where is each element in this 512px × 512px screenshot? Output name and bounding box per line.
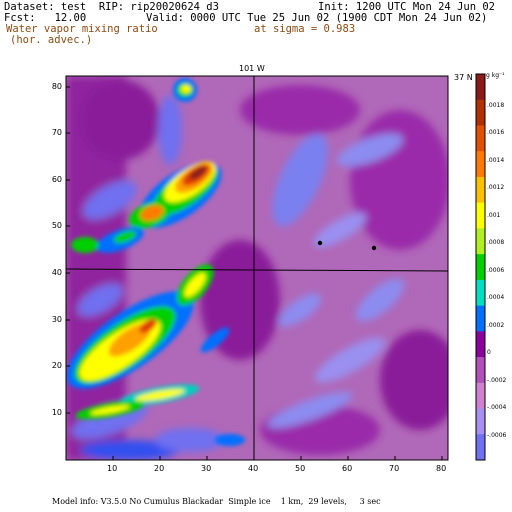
y-tick-label: 70 [51,128,62,137]
colorbar-label: .0014 [487,157,505,164]
colorbar-swatch [476,202,485,229]
colorbar-swatch [476,331,485,358]
field-name: Water vapor mixing ratio [6,23,158,35]
longitude-label: 101 W [239,64,265,73]
y-tick-label: 40 [51,268,62,277]
colorbar-label: .0012 [487,184,505,191]
y-tick-label: 30 [51,315,62,324]
y-tick-label: 60 [51,175,62,184]
x-tick-label: 10 [107,464,118,473]
colorbar-label: -.0004 [487,404,507,411]
y-tick-label: 50 [51,221,62,230]
colorbar-label: -.0002 [487,377,507,384]
init-label: Init: 1200 UTC Mon 24 Jun 02 [318,1,496,13]
colorbar-swatch [476,176,485,204]
colorbar-swatch [476,434,485,461]
colorbar-label: .0016 [487,129,505,136]
colorbar-swatch [476,305,485,332]
colorbar-frame [475,73,486,461]
colorbar [475,73,486,461]
dataset-label: Dataset: test RIP: rip20020624 d3 [4,1,219,13]
colorbar-swatch [476,74,485,101]
colorbar-swatch [476,125,485,152]
colorbar-label: .0004 [487,294,505,301]
colorbar-label: .0002 [487,322,505,329]
sigma-label: at sigma = 0.983 [254,23,356,35]
x-tick-label: 50 [295,464,306,473]
x-tick-label: 20 [154,464,165,473]
colorbar-swatch [476,357,485,384]
colorbar-swatch [476,382,485,410]
x-tick-label: 60 [342,464,353,473]
colorbar-swatch [476,228,485,255]
x-tick-label: 40 [248,464,259,473]
colorbar-label: 0 [487,349,491,356]
forecast-label: Fcst: 12.00 [4,12,87,24]
latitude-label: 37 N [454,73,473,82]
colorbar-swatch [476,99,485,126]
colorbar-label: .0006 [487,267,505,274]
valid-label: Valid: 0000 UTC Tue 25 Jun 02 (1900 CDT … [146,12,488,24]
colorbar-unit: g kg⁻¹ [486,72,505,79]
colorbar-label: .0008 [487,239,505,246]
x-tick-label: 30 [201,464,212,473]
colorbar-swatch [476,254,485,281]
colorbar-swatch [476,151,485,178]
y-tick-label: 20 [51,361,62,370]
y-tick-label: 80 [51,82,62,91]
colorbar-label: -.0006 [487,432,507,439]
y-tick-label: 10 [51,408,62,417]
colorbar-swatch [476,279,485,307]
colorbar-label: .001 [487,212,501,219]
colorbar-label: .0018 [487,102,505,109]
x-tick-label: 70 [389,464,400,473]
field-subtitle: (hor. advec.) [10,34,93,46]
x-tick-label: 80 [436,464,447,473]
colorbar-swatch [476,408,485,435]
model-info: Model info: V3.5.0 No Cumulus Blackadar … [52,497,381,506]
